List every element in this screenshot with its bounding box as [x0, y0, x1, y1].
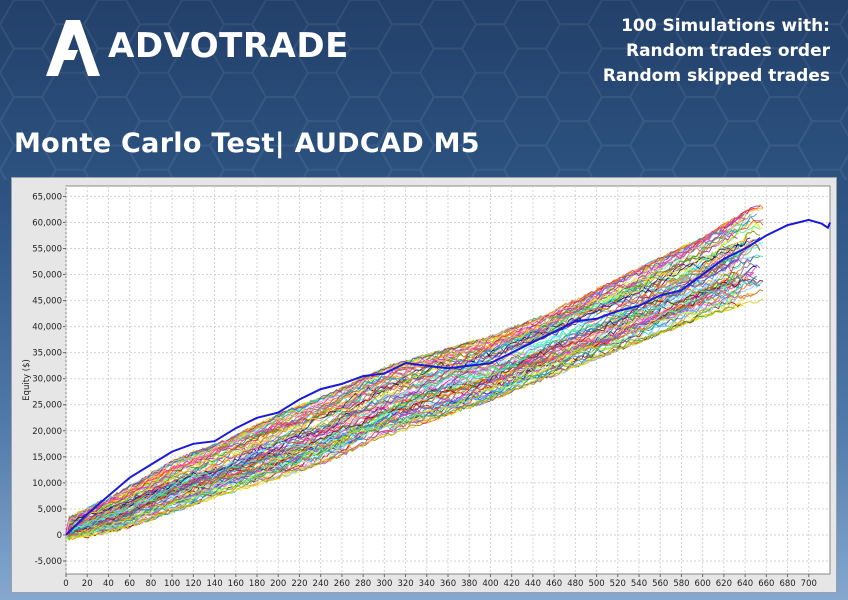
x-tick-label: 440: [525, 579, 541, 589]
simulation-line: [65, 306, 735, 541]
x-tick-label: 580: [673, 579, 689, 589]
x-tick-label: 300: [376, 579, 392, 589]
simulation-skip-line: Random skipped trades: [602, 66, 830, 86]
x-tick-label: 700: [801, 579, 817, 589]
y-tick-label: 60,000: [32, 218, 62, 228]
y-tick-label: 45,000: [32, 297, 62, 307]
simulation-line: [65, 292, 754, 541]
y-axis-label: Equity ($): [22, 359, 32, 401]
y-tick-label: 5,000: [38, 505, 62, 515]
y-tick-label: 65,000: [32, 192, 62, 202]
x-tick-label: 620: [716, 579, 732, 589]
x-tick-label: 240: [313, 579, 329, 589]
simulation-line: [65, 283, 751, 536]
simulation-line: [65, 243, 745, 538]
simulation-info: 100 Simulations with: Random trades orde…: [603, 14, 830, 89]
y-tick-label: 50,000: [32, 271, 62, 281]
x-tick-label: 460: [546, 579, 562, 589]
y-tick-label: 0: [57, 531, 62, 541]
y-tick-label: 20,000: [32, 427, 62, 437]
x-tick-label: 680: [779, 579, 795, 589]
highlight-series-line: [65, 218, 831, 536]
x-tick-label: 420: [504, 579, 520, 589]
x-tick-label: 180: [249, 579, 265, 589]
simulation-line: [65, 221, 764, 536]
simulation-line: [65, 286, 735, 536]
simulation-line: [65, 276, 735, 536]
simulation-line: [65, 256, 751, 533]
simulation-line: [65, 292, 738, 540]
x-tick-label: 560: [652, 579, 668, 589]
x-tick-label: 100: [164, 579, 180, 589]
simulation-line: [65, 298, 764, 540]
x-tick-label: 400: [482, 579, 498, 589]
simulation-line: [65, 242, 761, 536]
simulation-line: [65, 207, 754, 538]
x-tick-label: 480: [567, 579, 583, 589]
x-tick-label: 260: [334, 579, 350, 589]
x-tick-label: 0: [63, 579, 68, 589]
advotrade-a-mark-icon: [46, 20, 100, 76]
x-tick-label: 660: [758, 579, 774, 589]
x-tick-label: 140: [206, 579, 222, 589]
simulation-line: [65, 241, 745, 534]
x-tick-label: 360: [440, 579, 456, 589]
simulation-count-line: 100 Simulations with:: [621, 16, 830, 36]
equity-chart: -5,000 0 5,000 10,000 15,000 20,000 25,000 30,0…: [22, 185, 831, 589]
x-tick-label: 200: [270, 579, 286, 589]
x-tick-label: 160: [228, 579, 244, 589]
simulation-line: [65, 209, 761, 538]
x-tick-label: 640: [737, 579, 753, 589]
x-tick-label: 320: [397, 579, 413, 589]
y-tick-label: 10,000: [32, 479, 62, 489]
x-tick-label: 20: [82, 579, 93, 589]
chart-frame: -5,000 0 5,000 10,000 15,000 20,000 25,000 30,0…: [11, 177, 837, 593]
x-tick-label: 80: [145, 579, 156, 589]
y-tick-label: 25,000: [32, 401, 62, 411]
x-tick-label: 60: [124, 579, 135, 589]
x-tick-label: 120: [185, 579, 201, 589]
x-tick-label: 280: [355, 579, 371, 589]
y-tick-label: 30,000: [32, 375, 62, 385]
y-tick-label: -5,000: [35, 557, 62, 567]
simulation-line: [65, 284, 742, 539]
x-tick-label: 380: [461, 579, 477, 589]
simulation-line: [65, 250, 745, 537]
simulation-line: [65, 277, 748, 538]
page-title: Monte Carlo Test| AUDCAD M5: [14, 128, 480, 159]
x-tick-label: 340: [419, 579, 435, 589]
x-tick-label: 220: [291, 579, 307, 589]
simulation-order-line: Random trades order: [625, 41, 830, 61]
x-tick-label: 540: [631, 579, 647, 589]
x-tick-label: 600: [695, 579, 711, 589]
y-tick-label: 35,000: [32, 349, 62, 359]
y-tick-label: 40,000: [32, 323, 62, 333]
brand-name: ADVOTRADE: [108, 26, 349, 66]
x-tick-label: 520: [610, 579, 626, 589]
simulation-line: [65, 216, 748, 533]
advotrade-logo: ADVOTRADE: [44, 16, 348, 78]
x-tick-label: 40: [103, 579, 114, 589]
simulation-line: [65, 217, 741, 534]
y-tick-label: 55,000: [32, 244, 62, 254]
x-tick-label: 500: [588, 579, 604, 589]
y-tick-label: 15,000: [32, 453, 62, 463]
simulation-line: [65, 255, 754, 539]
simulation-line: [65, 213, 742, 539]
